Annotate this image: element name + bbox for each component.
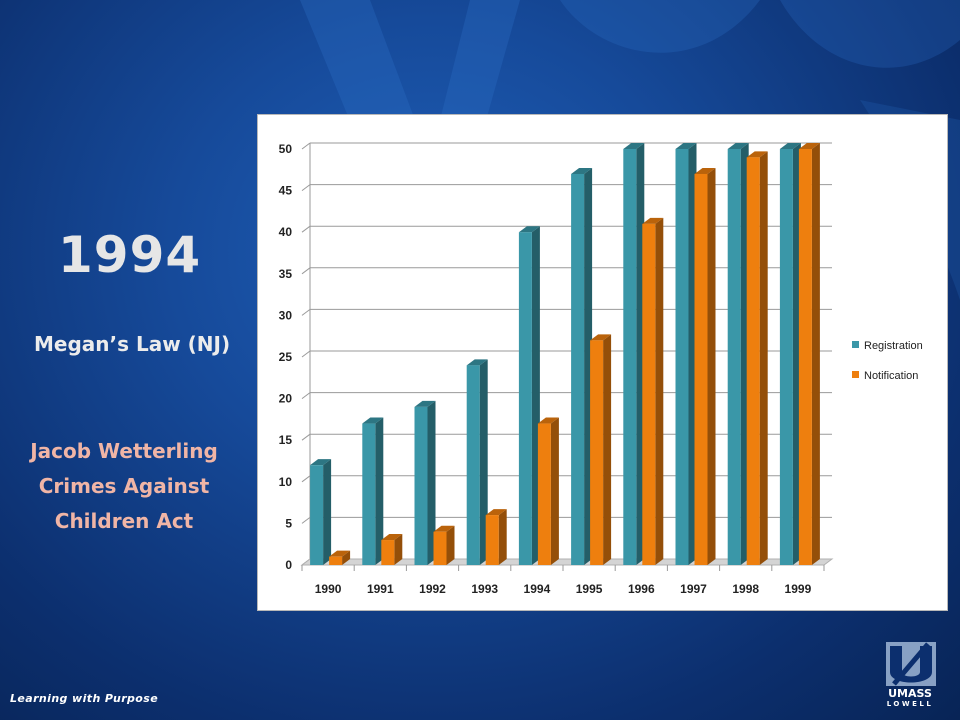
y-tick-label: 10 — [279, 475, 293, 489]
gridline-diagonal — [301, 184, 311, 191]
bar-registration-1991 — [362, 417, 384, 565]
footer-tagline: Learning with Purpose — [10, 692, 159, 705]
wetterling-act-label: Jacob Wetterling Crimes Against Children… — [10, 434, 238, 539]
chart-panel: 0 5 10 15 20 25 30 35 40 45 50 1990 1991 1992 1993 1994… — [257, 114, 948, 611]
x-tick-label: 1994 — [524, 582, 551, 596]
y-tick-label: 0 — [285, 558, 292, 572]
gridline-diagonal — [301, 308, 311, 316]
y-tick-label: 25 — [279, 350, 293, 364]
x-tick-label: 1991 — [367, 582, 394, 596]
wetterling-act-line-2: Crimes Against — [38, 474, 210, 498]
x-tick-label: 1998 — [732, 582, 759, 596]
gridline-diagonal — [301, 392, 311, 400]
legend-swatch-notification — [852, 371, 859, 378]
bar-notification-1990 — [329, 550, 351, 565]
y-tick-label: 45 — [279, 184, 293, 198]
bar-registration-1995 — [571, 167, 593, 565]
gridline-diagonal — [301, 142, 311, 150]
bar-registration-1999 — [779, 143, 801, 565]
bar-notification-1998 — [746, 151, 768, 565]
umass-lowell-logo-icon — [886, 642, 936, 686]
bar-notification-1995 — [590, 334, 612, 565]
y-tick-label: 50 — [279, 142, 293, 156]
gridline-diagonal — [301, 267, 311, 275]
legend-label-notification: Notification — [864, 370, 918, 382]
gridline-diagonal — [301, 350, 311, 358]
x-tick-label: 1992 — [419, 582, 446, 596]
legend-swatch-registration — [852, 341, 859, 348]
gridline-diagonal — [301, 475, 311, 483]
bar-registration-1998 — [727, 143, 749, 565]
bar-notification-1991 — [381, 534, 403, 565]
y-tick-label: 30 — [279, 308, 293, 322]
bar-notification-1992 — [433, 525, 455, 565]
bar-chart: 0 5 10 15 20 25 30 35 40 45 50 1990 1991 1992 1993 1994… — [279, 142, 923, 596]
logo-text-umass: UMASS — [888, 687, 932, 700]
logo-wordmark: UMASS LOWELL — [880, 688, 940, 710]
year-title: 1994 — [58, 226, 202, 284]
bar-notification-1993 — [485, 509, 507, 565]
legend-label-registration: Registration — [864, 340, 923, 352]
logo-text-lowell: LOWELL — [886, 700, 934, 708]
y-tick-label: 15 — [279, 433, 293, 447]
bar-registration-1996 — [623, 143, 645, 565]
gridline-diagonal — [301, 225, 311, 233]
y-tick-label: 40 — [279, 225, 293, 239]
y-tick-label: 5 — [285, 516, 292, 530]
bar-registration-1993 — [466, 359, 488, 565]
y-tick-label: 35 — [279, 267, 293, 281]
bar-notification-1997 — [694, 167, 716, 565]
wetterling-act-line-1: Jacob Wetterling — [30, 439, 218, 463]
x-tick-label: 1997 — [680, 582, 707, 596]
x-tick-label: 1999 — [785, 582, 812, 596]
gridline-diagonal — [301, 516, 311, 524]
bar-registration-1994 — [518, 226, 540, 565]
x-tick-label: 1996 — [628, 582, 655, 596]
wetterling-act-line-3: Children Act — [54, 509, 194, 533]
bar-notification-1999 — [798, 143, 820, 565]
y-tick-label: 20 — [279, 392, 293, 406]
bar-registration-1990 — [310, 459, 332, 565]
gridline-diagonal — [301, 433, 311, 441]
x-tick-label: 1990 — [315, 582, 342, 596]
bar-registration-1997 — [675, 143, 697, 565]
bar-notification-1994 — [537, 417, 559, 565]
x-tick-label: 1995 — [576, 582, 603, 596]
bar-registration-1992 — [414, 400, 436, 565]
bar-notification-1996 — [642, 217, 664, 565]
megans-law-label: Megan’s Law (NJ) — [34, 332, 231, 356]
x-tick-label: 1993 — [471, 582, 498, 596]
